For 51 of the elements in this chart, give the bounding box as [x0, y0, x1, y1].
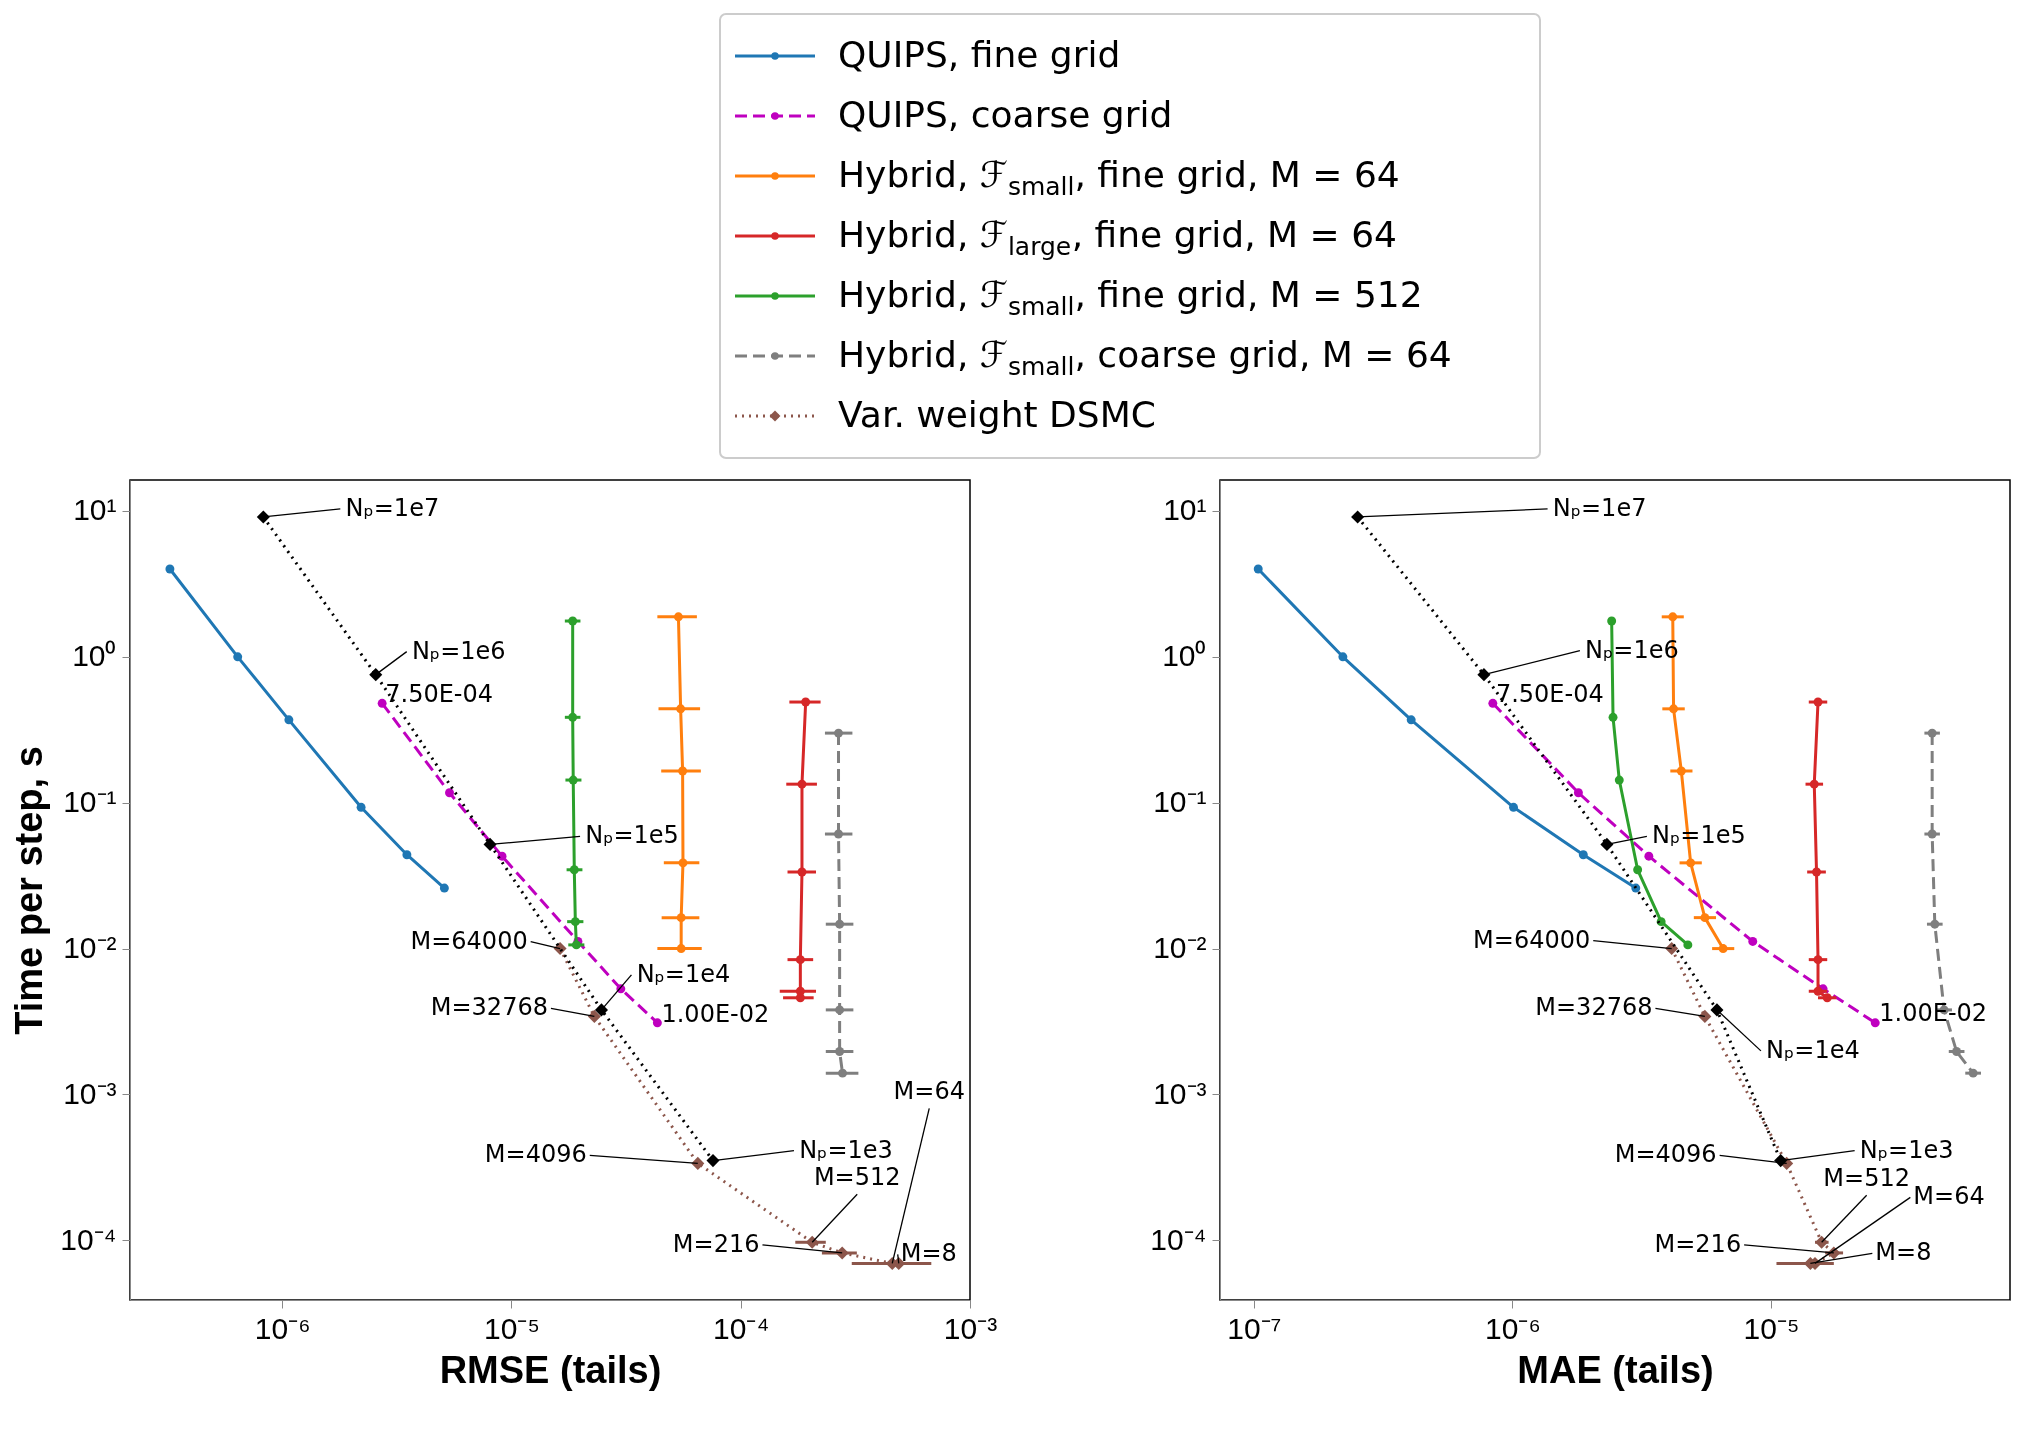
- y-tick-label: 10⁻¹: [1153, 785, 1207, 819]
- x-tick-label: 10⁻⁶: [1485, 1311, 1541, 1345]
- x-axis-title: MAE (tails): [1517, 1348, 1714, 1391]
- legend-label: QUIPS, coarse grid: [838, 94, 1173, 135]
- annotation: M=64000: [1473, 925, 1591, 954]
- x-tick-label: 10⁻⁵: [1743, 1311, 1800, 1345]
- y-tick-label: 10⁻²: [63, 931, 117, 965]
- y-tick-label: 10⁻¹: [63, 785, 117, 819]
- x-tick-label: 10⁻⁴: [713, 1311, 770, 1345]
- annotation: Nₚ=1e7: [345, 493, 440, 522]
- annotation: M=64: [1913, 1182, 1985, 1211]
- y-axis-title: Time per step, s: [8, 746, 51, 1035]
- y-tick-label: 10⁰: [1162, 639, 1207, 673]
- x-tick-label: 10⁻³: [943, 1311, 998, 1345]
- y-tick-label: 10⁰: [72, 639, 117, 673]
- annotation: Nₚ=1e5: [585, 821, 679, 850]
- x-tick-label: 10⁻⁵: [484, 1311, 540, 1345]
- annotation: M=32768: [430, 993, 548, 1022]
- y-tick-label: 10⁻⁴: [1150, 1222, 1207, 1256]
- x-axis-title: RMSE (tails): [439, 1348, 662, 1391]
- annotation: Nₚ=1e3: [1859, 1135, 1954, 1164]
- annotation: Nₚ=1e7: [1552, 493, 1647, 522]
- annotation: M=216: [1654, 1229, 1742, 1258]
- annotation: M=8: [900, 1239, 957, 1268]
- y-tick-label: 10¹: [1163, 493, 1207, 527]
- annotation: Nₚ=1e6: [411, 636, 506, 665]
- legend-label: QUIPS, fine grid: [838, 34, 1121, 75]
- annotation: M=512: [1823, 1164, 1910, 1193]
- annotation: M=4096: [1614, 1140, 1717, 1169]
- y-tick-label: 10¹: [73, 493, 117, 527]
- x-tick-label: 10⁻⁷: [1227, 1311, 1282, 1345]
- annotation: M=64000: [410, 926, 528, 955]
- y-tick-label: 10⁻³: [63, 1076, 117, 1110]
- annotation: M=32768: [1535, 993, 1653, 1022]
- annotation: 7.50E-04: [385, 680, 494, 709]
- annotation: M=4096: [484, 1140, 587, 1169]
- y-tick-label: 10⁻²: [1153, 931, 1207, 965]
- legend-label: Var. weight DSMC: [838, 394, 1156, 435]
- x-tick-label: 10⁻⁶: [254, 1311, 311, 1345]
- annotation: 7.50E-04: [1495, 680, 1604, 709]
- y-tick-label: 10⁻⁴: [60, 1222, 117, 1256]
- y-tick-label: 10⁻³: [1153, 1076, 1207, 1110]
- annotation: Nₚ=1e4: [1766, 1035, 1860, 1064]
- annotation: 1.00E-02: [661, 999, 770, 1028]
- annotation: M=512: [813, 1163, 901, 1192]
- annotation: Nₚ=1e4: [636, 959, 731, 988]
- annotation: M=64: [893, 1077, 965, 1106]
- annotation: 1.00E-02: [1879, 998, 1988, 1027]
- annotation: M=8: [1875, 1238, 1932, 1267]
- annotation: Nₚ=1e3: [799, 1135, 893, 1164]
- annotation: M=216: [672, 1229, 760, 1258]
